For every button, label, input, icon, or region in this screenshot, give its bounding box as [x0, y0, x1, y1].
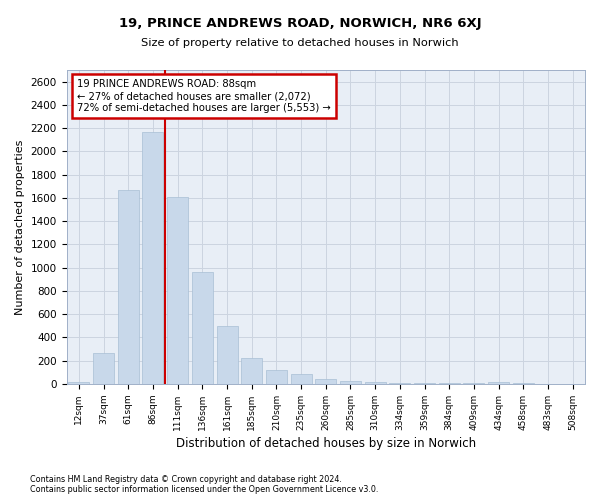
- Bar: [217, 326, 238, 384]
- Bar: [340, 381, 361, 384]
- Bar: [93, 353, 114, 384]
- Bar: [192, 272, 213, 384]
- Y-axis label: Number of detached properties: Number of detached properties: [15, 140, 25, 314]
- Bar: [414, 383, 435, 384]
- Bar: [68, 382, 89, 384]
- Text: Size of property relative to detached houses in Norwich: Size of property relative to detached ho…: [141, 38, 459, 48]
- Text: Contains HM Land Registry data © Crown copyright and database right 2024.: Contains HM Land Registry data © Crown c…: [30, 475, 342, 484]
- Bar: [167, 196, 188, 384]
- Bar: [241, 358, 262, 384]
- Bar: [142, 132, 163, 384]
- Bar: [118, 190, 139, 384]
- Text: 19 PRINCE ANDREWS ROAD: 88sqm
← 27% of detached houses are smaller (2,072)
72% o: 19 PRINCE ANDREWS ROAD: 88sqm ← 27% of d…: [77, 80, 331, 112]
- Bar: [389, 383, 410, 384]
- Bar: [266, 370, 287, 384]
- X-axis label: Distribution of detached houses by size in Norwich: Distribution of detached houses by size …: [176, 437, 476, 450]
- Bar: [315, 379, 336, 384]
- Bar: [290, 374, 311, 384]
- Text: 19, PRINCE ANDREWS ROAD, NORWICH, NR6 6XJ: 19, PRINCE ANDREWS ROAD, NORWICH, NR6 6X…: [119, 18, 481, 30]
- Bar: [488, 382, 509, 384]
- Text: Contains public sector information licensed under the Open Government Licence v3: Contains public sector information licen…: [30, 485, 379, 494]
- Bar: [365, 382, 386, 384]
